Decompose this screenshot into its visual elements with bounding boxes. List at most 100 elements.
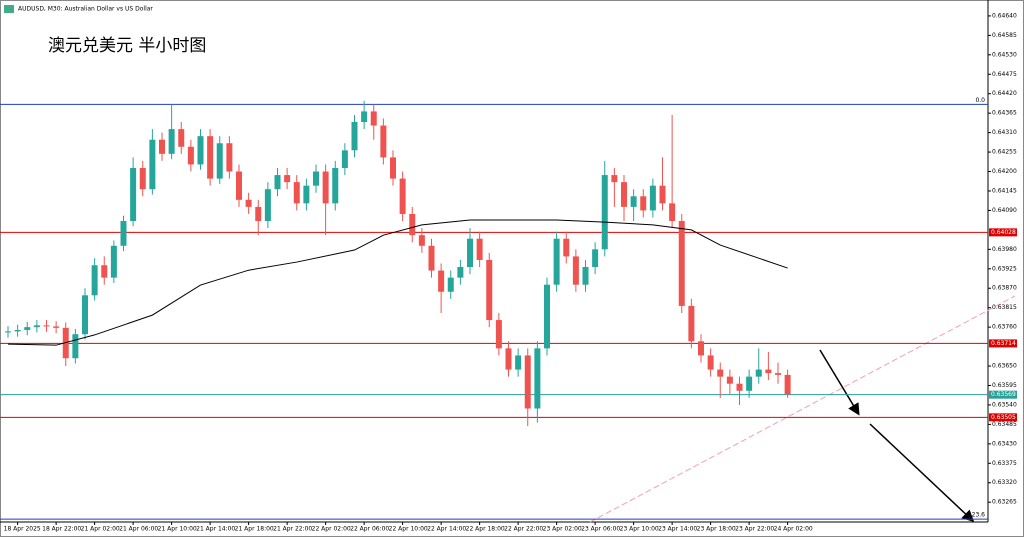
candle-body <box>245 199 252 207</box>
candle-body <box>274 175 281 190</box>
candle-body <box>698 341 704 356</box>
arrow <box>869 423 975 523</box>
x-tick-label: 18 Apr 2025 <box>4 526 41 533</box>
candle-body <box>688 305 695 342</box>
candle-body <box>168 129 175 154</box>
x-tick-label: 23 Apr 10:00 <box>620 526 659 533</box>
candle-body <box>726 376 733 384</box>
candle-body <box>24 327 31 330</box>
candle-body <box>544 284 550 349</box>
candle-body <box>236 171 242 200</box>
candle-body <box>765 369 772 374</box>
candle-body <box>707 355 714 370</box>
candle-body <box>611 175 618 183</box>
level-tag <box>989 228 1017 237</box>
fib-label: 0.0 <box>975 97 985 104</box>
x-tick-label: 23 Apr 14:00 <box>658 526 697 533</box>
candle-body <box>524 355 531 409</box>
candle-body <box>361 111 368 123</box>
candle-body <box>351 122 358 151</box>
candle-body <box>14 329 21 332</box>
y-tick-label: 0.63375 <box>992 460 1017 467</box>
candle-body <box>149 139 156 190</box>
candle-body <box>370 111 377 126</box>
candle-body <box>159 139 165 154</box>
arrow <box>819 349 860 416</box>
candle-body <box>187 146 194 165</box>
level-tag-label: 0.64028 <box>991 229 1016 236</box>
y-tick-label: 0.63265 <box>992 499 1017 506</box>
x-tick-label: 22 Apr 22:00 <box>504 526 543 533</box>
x-tick-label: 21 Apr 02:00 <box>81 526 120 533</box>
candle-body <box>746 376 753 391</box>
candle-body <box>428 245 435 271</box>
candle-body <box>139 167 146 190</box>
y-tick-label: 0.64310 <box>992 129 1017 136</box>
x-tick-label: 21 Apr 10:00 <box>158 526 197 533</box>
candle-body <box>736 383 743 391</box>
y-tick-label: 0.64200 <box>992 168 1017 175</box>
y-tick-label: 0.64420 <box>992 90 1017 97</box>
candle-body <box>216 143 223 179</box>
candle-body <box>515 355 522 370</box>
candle-body <box>341 150 348 168</box>
y-tick-label: 0.63980 <box>992 246 1017 253</box>
y-tick-label: 0.64145 <box>992 187 1017 194</box>
trend-line <box>589 295 1016 523</box>
fib-label: 23.6 <box>972 512 986 519</box>
y-tick-label: 0.64585 <box>992 32 1017 39</box>
candle-body <box>592 249 599 268</box>
candle-body <box>457 267 464 278</box>
x-tick-label: 24 Apr 02:00 <box>774 526 813 533</box>
candle-body <box>33 325 40 328</box>
candle-body <box>678 221 685 306</box>
candle-body <box>284 175 291 183</box>
x-tick-label: 23 Apr 02:00 <box>543 526 582 533</box>
candle-body <box>91 265 98 296</box>
candle-body <box>226 143 233 172</box>
y-tick-label: 0.63925 <box>992 265 1017 272</box>
candle-body <box>505 348 512 370</box>
candle-body <box>534 348 541 409</box>
chart-title: AUDUSD, M30: Australian Dollar vs US Dol… <box>18 6 153 13</box>
candle-body <box>649 185 656 211</box>
y-tick-label: 0.63650 <box>992 363 1017 370</box>
candle-body <box>53 326 60 328</box>
candle-body <box>717 369 724 377</box>
candle-body <box>390 157 396 179</box>
candle-body <box>82 295 88 335</box>
candle-body <box>447 277 454 292</box>
candle-body <box>207 136 214 179</box>
candle-body <box>313 171 319 186</box>
level-tag-label: 0.63569 <box>991 391 1016 398</box>
candle-body <box>255 206 262 222</box>
x-tick-label: 22 Apr 14:00 <box>427 526 466 533</box>
x-tick-label: 21 Apr 18:00 <box>235 526 274 533</box>
candle-body <box>5 331 11 333</box>
moving-average <box>7 219 788 346</box>
x-tick-label: 23 Apr 06:00 <box>581 526 620 533</box>
y-tick-label: 0.63595 <box>992 382 1017 389</box>
candle-body <box>621 182 627 207</box>
candle-body <box>332 167 339 204</box>
annotation: 澳元兑美元 半小时图 <box>48 36 206 56</box>
y-tick-label: 0.63430 <box>992 440 1017 447</box>
level-tag-label: 0.63714 <box>991 340 1016 347</box>
y-tick-label: 0.63760 <box>992 324 1017 331</box>
candle-body <box>582 267 589 285</box>
candle-body <box>755 369 762 377</box>
candle-body <box>43 325 50 327</box>
y-tick-label: 0.63815 <box>992 304 1017 311</box>
x-tick-label: 22 Apr 18:00 <box>466 526 505 533</box>
candle-body <box>130 167 137 222</box>
candle-body <box>659 185 666 204</box>
candle-body <box>399 178 406 214</box>
y-tick-label: 0.63485 <box>992 421 1017 428</box>
candle-body <box>303 185 310 204</box>
y-tick-label: 0.64255 <box>992 149 1017 156</box>
candle-body <box>495 320 502 349</box>
level-tag <box>989 339 1017 348</box>
x-tick-label: 18 Apr 22:00 <box>42 526 81 533</box>
